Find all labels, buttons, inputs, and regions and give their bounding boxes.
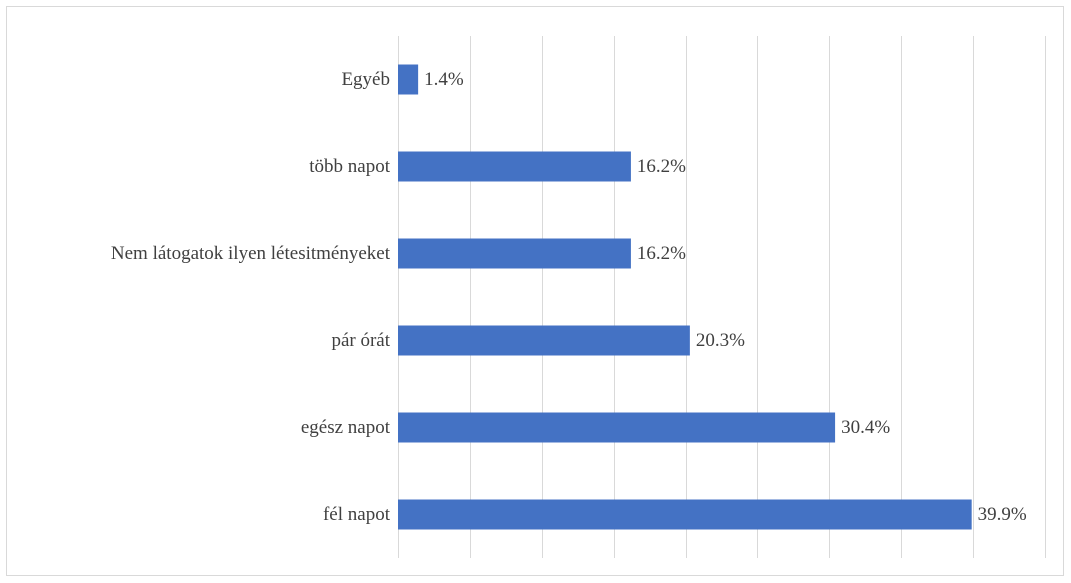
data-label-3: 20.3% <box>696 330 745 351</box>
bars <box>398 64 972 530</box>
bar-4 <box>398 412 836 443</box>
bar-2 <box>398 238 631 269</box>
gridlines <box>398 36 1046 558</box>
labels: Egyéb 1.4% több napot 16.2% Nem látogatok il… <box>111 69 1027 525</box>
data-label-5: 39.9% <box>978 504 1027 525</box>
bar-0 <box>398 64 419 95</box>
category-label-5: fél napot <box>323 504 391 525</box>
bar-5 <box>398 499 972 530</box>
category-label-2: Nem látogatok ilyen létesitményeket <box>111 243 391 264</box>
category-label-1: több napot <box>309 156 390 177</box>
chart-frame <box>6 6 1064 576</box>
data-label-4: 30.4% <box>841 417 890 438</box>
category-label-4: egész napot <box>301 417 391 438</box>
category-label-3: pár órát <box>331 330 390 351</box>
category-label-0: Egyéb <box>341 69 390 90</box>
data-label-2: 16.2% <box>637 243 686 264</box>
bar-3 <box>398 325 690 356</box>
data-label-1: 16.2% <box>637 156 686 177</box>
data-label-0: 1.4% <box>424 69 464 90</box>
bar-1 <box>398 151 631 182</box>
